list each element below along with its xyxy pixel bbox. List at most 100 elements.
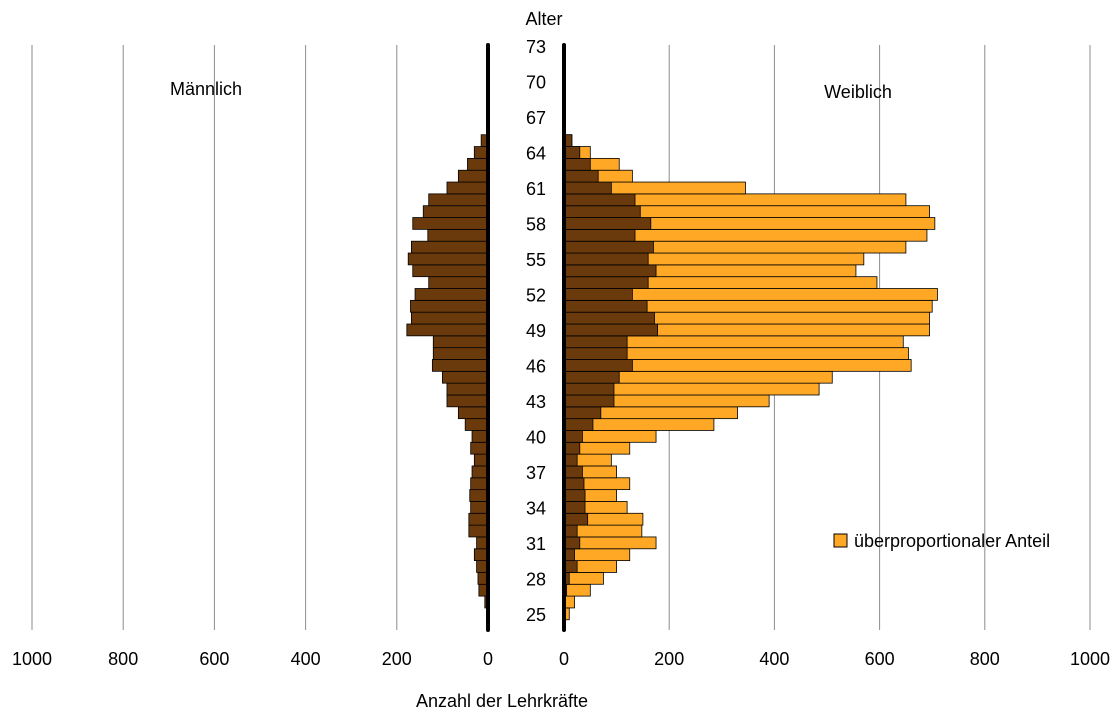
female-base-bar-age-56: [563, 240, 654, 254]
age-tick-34: 34: [526, 498, 546, 518]
left-x-tick-0: 0: [483, 649, 493, 669]
female-base-bar-age-31: [563, 536, 581, 550]
female-base-bar-age-54: [563, 264, 657, 278]
age-tick-52: 52: [526, 285, 546, 305]
male-bar-age-59: [422, 205, 489, 218]
age-tick-labels: 25 28 31 34 37 40 43 46 49 52 55 58 61 64 67 70 73: [526, 37, 546, 625]
age-tick-37: 37: [526, 463, 546, 483]
male-bar-age-53: [428, 276, 489, 289]
left-x-tick-200: 200: [382, 649, 412, 669]
right-x-tick-400: 400: [759, 649, 789, 669]
female-base-bar-age-37: [563, 465, 583, 479]
age-tick-55: 55: [526, 250, 546, 270]
left-x-tick-1000: 1000: [12, 649, 52, 669]
age-tick-73: 73: [526, 37, 546, 57]
female-base-bar-age-57: [563, 228, 636, 242]
right-panel-label: Weiblich: [824, 82, 892, 102]
female-base-bar-age-62: [563, 169, 599, 183]
male-bar-age-48: [432, 335, 489, 349]
female-base-bar-age-55: [563, 252, 649, 266]
age-tick-46: 46: [526, 356, 546, 376]
female-base-bar-age-63: [563, 157, 591, 171]
female-base-bar-age-34: [563, 501, 586, 514]
male-bar-age-54: [412, 264, 489, 278]
male-bar-age-50: [410, 311, 489, 325]
male-bar-age-64: [473, 146, 489, 159]
male-bar-age-30: [473, 548, 489, 562]
right-x-tick-800: 800: [970, 649, 1000, 669]
female-base-bar-age-41: [563, 418, 594, 431]
y-axis-title: Alter: [525, 9, 562, 29]
age-tick-70: 70: [526, 72, 546, 92]
age-tick-64: 64: [526, 143, 546, 163]
male-bar-age-42: [457, 406, 489, 420]
age-tick-49: 49: [526, 321, 546, 341]
male-bar-age-52: [414, 288, 489, 301]
legend-swatch: [833, 533, 848, 548]
male-bars: [406, 134, 489, 621]
female-base-bar-age-42: [563, 406, 602, 420]
female-base-bar-age-52: [563, 288, 633, 301]
female-excess-bar-age-28: [563, 572, 604, 585]
male-bar-age-60: [428, 193, 489, 207]
female-base-bar-age-59: [563, 205, 641, 218]
male-bar-age-35: [469, 489, 489, 502]
age-tick-67: 67: [526, 108, 546, 128]
female-base-bar-age-46: [563, 359, 633, 372]
male-bar-age-56: [410, 240, 489, 254]
female-bars: [563, 134, 938, 621]
left-x-tick-800: 800: [108, 649, 138, 669]
x-tick-labels: 1000 800 600 400 200 0 0 200 400 600 800 1000: [12, 649, 1110, 669]
male-bar-age-32: [468, 524, 489, 538]
female-base-bar-age-44: [563, 382, 615, 396]
age-tick-40: 40: [526, 427, 546, 447]
axes: [486, 43, 566, 632]
female-excess-bar-age-27: [563, 583, 591, 597]
female-base-bar-age-49: [563, 323, 659, 337]
male-bar-age-62: [457, 169, 489, 183]
male-bar-age-37: [471, 465, 489, 479]
age-tick-61: 61: [526, 179, 546, 199]
female-base-bar-age-51: [563, 299, 648, 313]
female-base-bar-age-61: [563, 181, 612, 195]
male-bar-age-41: [464, 418, 489, 431]
male-bar-age-51: [410, 299, 489, 313]
right-x-tick-0: 0: [559, 649, 569, 669]
male-bar-age-36: [470, 477, 489, 491]
male-bar-age-58: [412, 217, 489, 230]
female-base-bar-age-50: [563, 311, 655, 325]
male-bar-age-38: [473, 453, 489, 467]
male-bar-age-44: [446, 382, 489, 396]
male-bar-age-63: [467, 157, 489, 171]
left-panel-label: Männlich: [170, 79, 242, 99]
age-tick-25: 25: [526, 605, 546, 625]
legend-label: überproportionaler Anteil: [854, 531, 1050, 551]
female-base-bar-age-33: [563, 512, 589, 526]
legend: überproportionaler Anteil: [833, 531, 1050, 551]
male-bar-age-49: [406, 323, 489, 337]
female-base-bar-age-43: [563, 394, 615, 408]
female-base-bar-age-58: [563, 217, 652, 230]
age-tick-58: 58: [526, 214, 546, 234]
right-x-tick-600: 600: [865, 649, 895, 669]
female-base-bar-age-36: [563, 477, 585, 491]
male-bar-age-47: [432, 347, 489, 360]
left-x-tick-400: 400: [291, 649, 321, 669]
male-bar-age-40: [471, 430, 489, 443]
female-base-bar-age-39: [563, 441, 581, 455]
age-tick-31: 31: [526, 534, 546, 554]
age-tick-43: 43: [526, 392, 546, 412]
right-x-tick-1000: 1000: [1070, 649, 1110, 669]
left-x-tick-600: 600: [199, 649, 229, 669]
male-bar-age-57: [427, 228, 489, 242]
female-base-bar-age-47: [563, 347, 628, 360]
age-tick-28: 28: [526, 569, 546, 589]
female-base-bar-age-53: [563, 276, 649, 289]
female-base-bar-age-48: [563, 335, 628, 349]
male-bar-age-33: [468, 512, 489, 526]
male-bar-age-46: [431, 359, 489, 372]
female-base-bar-age-60: [563, 193, 636, 207]
x-axis-title: Anzahl der Lehrkräfte: [416, 691, 588, 711]
male-bar-age-45: [441, 370, 489, 384]
